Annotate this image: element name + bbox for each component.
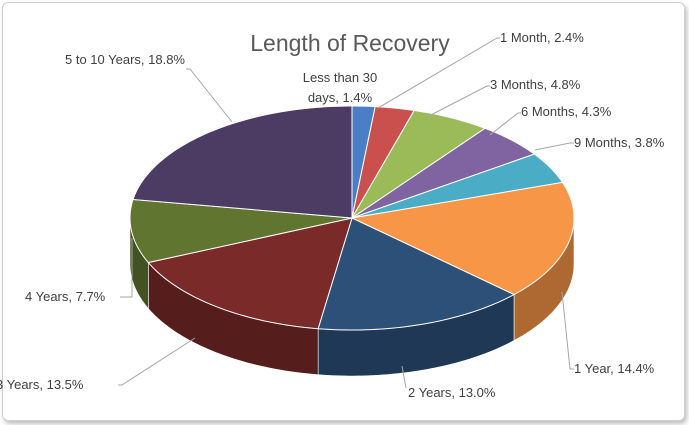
leader-line [186, 68, 233, 123]
leader-line [561, 291, 574, 370]
leader-line [120, 238, 133, 298]
slice [129, 198, 353, 264]
slice [351, 153, 564, 219]
data-label: 4 Years, 7.7% [25, 289, 106, 304]
data-label: Less than 30 days, 1.4% [302, 70, 378, 105]
chart-title: Length of Recovery [250, 30, 450, 56]
leader-line [401, 365, 407, 389]
data-label: 3 Months, 4.8% [490, 77, 581, 92]
data-label: 2 Years, 13.0% [408, 385, 496, 400]
slice [147, 217, 353, 330]
leader-line [118, 337, 196, 386]
leader-line [424, 85, 490, 119]
data-label: 1 Year, 14.4% [574, 361, 655, 376]
slice [351, 127, 536, 219]
data-label: 1 Month, 2.4% [500, 30, 584, 45]
slice [317, 217, 516, 331]
data-label: 6 Months, 4.3% [521, 104, 612, 119]
leader-line [377, 37, 500, 109]
data-label: 9 Months, 3.8% [574, 135, 665, 150]
data-label: 5 to 10 Years, 18.8% [65, 52, 185, 67]
slice [132, 105, 353, 219]
slice [351, 109, 487, 219]
leader-line [534, 142, 574, 151]
slice [350, 181, 575, 296]
data-label: 3 Years, 13.5% [0, 377, 84, 392]
leader-line [489, 112, 521, 136]
